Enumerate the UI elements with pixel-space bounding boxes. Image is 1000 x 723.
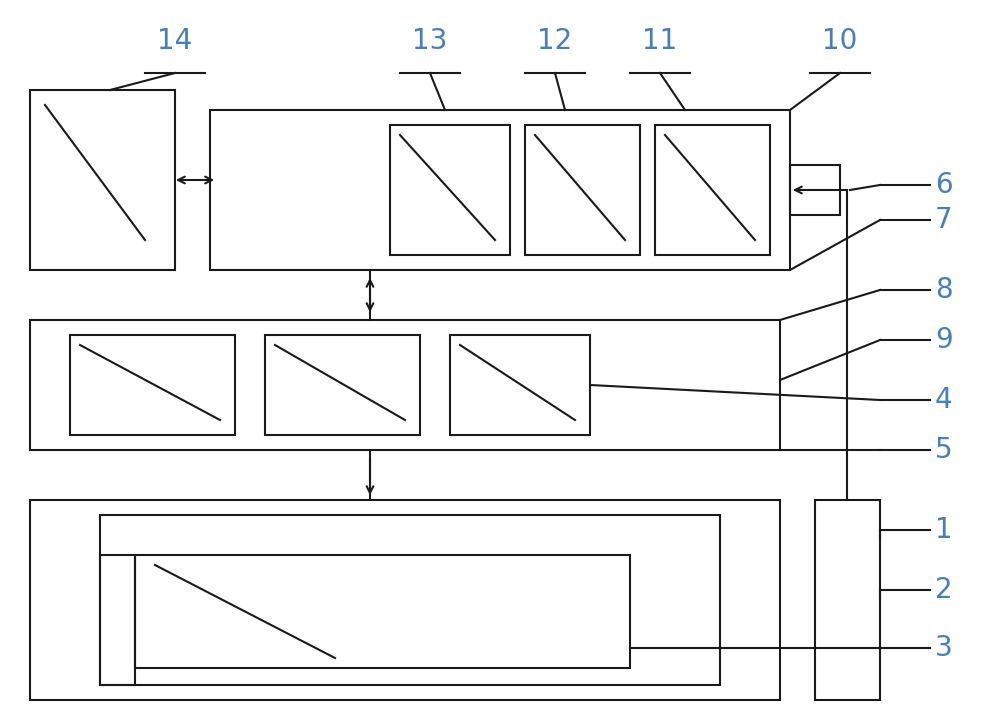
Bar xyxy=(100,515,720,685)
Bar xyxy=(135,555,630,668)
Text: 5: 5 xyxy=(935,436,953,464)
Bar xyxy=(815,500,880,700)
Bar xyxy=(30,90,175,270)
Bar xyxy=(265,335,420,435)
Bar xyxy=(210,110,790,270)
Text: 7: 7 xyxy=(935,206,953,234)
Text: 3: 3 xyxy=(935,634,953,662)
Text: 4: 4 xyxy=(935,386,953,414)
Text: 13: 13 xyxy=(412,27,448,55)
Text: 8: 8 xyxy=(935,276,953,304)
Bar xyxy=(30,500,780,700)
Text: 9: 9 xyxy=(935,326,953,354)
Text: 10: 10 xyxy=(822,27,858,55)
Text: 12: 12 xyxy=(537,27,573,55)
Bar xyxy=(525,125,640,255)
Bar xyxy=(30,320,780,450)
Bar xyxy=(790,165,840,215)
Bar xyxy=(70,335,235,435)
Text: 2: 2 xyxy=(935,576,953,604)
Bar xyxy=(100,555,135,685)
Text: 11: 11 xyxy=(642,27,678,55)
Bar xyxy=(390,125,510,255)
Bar xyxy=(450,335,590,435)
Text: 14: 14 xyxy=(157,27,193,55)
Text: 6: 6 xyxy=(935,171,953,199)
Text: 1: 1 xyxy=(935,516,953,544)
Bar xyxy=(655,125,770,255)
